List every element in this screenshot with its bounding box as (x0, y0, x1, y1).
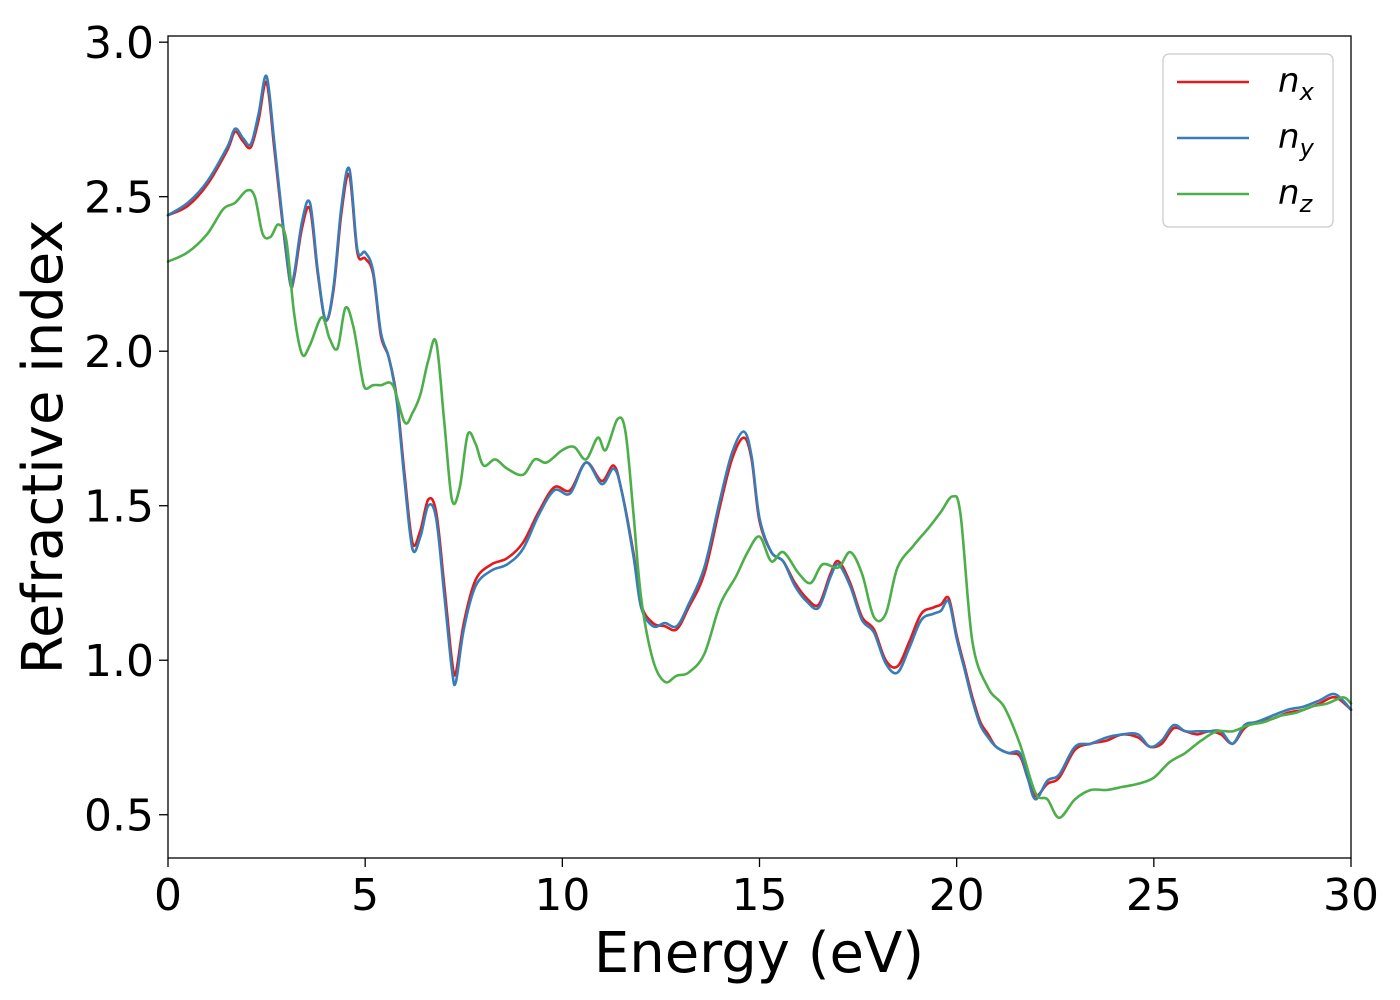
y-axis-title: Refractive index (11, 220, 76, 675)
x-tick-label: 20 (929, 870, 985, 921)
y-tick-label: 3.0 (84, 18, 154, 69)
x-tick-label: 5 (351, 870, 379, 921)
x-tick-label: 30 (1323, 870, 1379, 921)
series-line-z (166, 188, 1353, 820)
x-tick-label: 15 (732, 870, 788, 921)
legend-items: nx ny nz (1177, 61, 1315, 218)
y-tick-label: 1.5 (84, 482, 154, 533)
y-tick-label: 0.5 (84, 791, 154, 842)
x-axis-ticks: 0 5 10 15 20 25 30 (154, 858, 1379, 921)
series-line-y (166, 74, 1353, 801)
legend-label-y: ny (1278, 117, 1315, 162)
x-tick-label: 10 (534, 870, 590, 921)
x-axis-title: Energy (eV) (594, 921, 924, 986)
legend-label-z: nz (1278, 173, 1314, 218)
y-axis-ticks: 0.5 1.0 1.5 2.0 2.5 3.0 (84, 18, 168, 842)
legend-box (1162, 53, 1334, 228)
x-tick-label: 25 (1126, 870, 1182, 921)
legend-label-x: nx (1278, 61, 1315, 106)
y-tick-label: 1.0 (84, 636, 154, 687)
y-tick-label: 2.5 (84, 173, 154, 224)
series-layer (166, 74, 1353, 820)
y-tick-label: 2.0 (84, 327, 154, 378)
x-tick-label: 0 (154, 870, 182, 921)
legend: nx ny nz (1162, 53, 1334, 228)
